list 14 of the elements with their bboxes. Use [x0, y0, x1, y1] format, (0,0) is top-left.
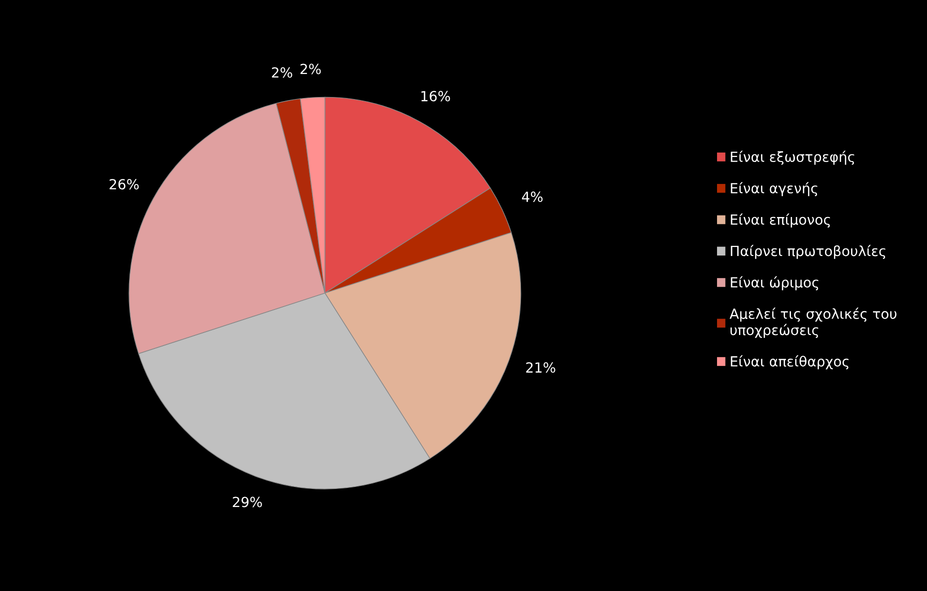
legend-label: Είναι εξωστρεφής [730, 150, 854, 165]
data-label: 29% [232, 496, 262, 508]
legend-label: Είναι επίμονος [730, 214, 830, 228]
data-label: 4% [522, 192, 543, 202]
data-label: 26% [110, 179, 139, 190]
legend-label: Είναι αγενής [730, 182, 818, 196]
legend-label: Είναι ώριμος [730, 276, 818, 290]
data-label: 2% [272, 67, 292, 78]
data-label: 2% [300, 64, 321, 74]
legend-label: Παίρνει πρωτοβουλίες [730, 244, 886, 259]
data-label: 16% [421, 90, 450, 102]
legend-label: Αμελεί τις σχολικές του υποχρεώσεις [730, 308, 896, 338]
data-label: 21% [526, 362, 556, 373]
legend-label: Είναι απείθαρχος [730, 355, 849, 370]
